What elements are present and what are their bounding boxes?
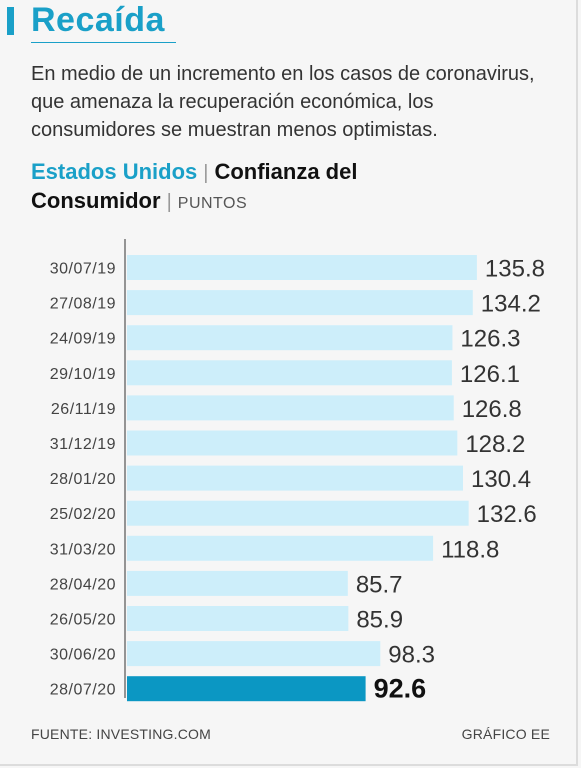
bar bbox=[127, 430, 458, 456]
bar bbox=[127, 360, 452, 386]
dek-text: En medio de un incremento en los casos d… bbox=[31, 63, 535, 141]
bar-chart: 30/07/19 135.8 27/08/19 134.2 24/09/19 126.3 2… bbox=[50, 239, 545, 704]
bar bbox=[127, 606, 349, 631]
value-label: 126.3 bbox=[460, 326, 520, 353]
value-label: 126.8 bbox=[462, 396, 522, 423]
graphic-credit: GRÁFICO EE bbox=[461, 726, 550, 742]
bar bbox=[127, 290, 473, 316]
subtitle-measure-line1: Confianza del bbox=[214, 159, 358, 184]
bar bbox=[127, 570, 348, 596]
value-label: 98.3 bbox=[388, 642, 435, 669]
category-label: 27/08/19 bbox=[50, 296, 116, 313]
value-label: 128.2 bbox=[465, 431, 525, 458]
category-label: 24/09/19 bbox=[50, 331, 116, 348]
subtitle-units: PUNTOS bbox=[177, 195, 248, 212]
bar bbox=[127, 641, 381, 667]
bar bbox=[127, 395, 454, 421]
value-label: 85.9 bbox=[356, 607, 403, 634]
value-label: 92.6 bbox=[374, 674, 427, 704]
category-label: 28/04/20 bbox=[50, 576, 116, 593]
chart-subtitle: Estados Unidos | Confianza del Consumidor |… bbox=[31, 158, 357, 218]
subtitle-measure-line2: Consumidor bbox=[31, 188, 161, 213]
bar bbox=[127, 325, 453, 351]
category-label: 31/03/20 bbox=[50, 541, 116, 558]
title-accent-bar bbox=[7, 7, 14, 35]
subtitle-separator: | bbox=[166, 191, 172, 213]
bar bbox=[127, 676, 366, 702]
value-label: 118.8 bbox=[441, 536, 499, 563]
bar bbox=[127, 535, 434, 561]
value-label: 126.1 bbox=[460, 361, 520, 388]
value-label: 134.2 bbox=[481, 291, 541, 318]
headline-underline bbox=[31, 42, 176, 43]
category-label: 28/01/20 bbox=[50, 471, 116, 488]
category-label: 26/05/20 bbox=[50, 612, 116, 629]
category-label: 28/07/20 bbox=[50, 682, 116, 699]
source-note: FUENTE: INVESTING.COM bbox=[31, 726, 211, 742]
category-label: 26/11/19 bbox=[51, 401, 116, 418]
category-label: 25/02/20 bbox=[50, 506, 116, 523]
category-label: 30/07/19 bbox=[50, 261, 116, 278]
subtitle-country: Estados Unidos bbox=[31, 159, 198, 184]
subtitle-separator: | bbox=[203, 162, 209, 184]
headline: Recaída bbox=[31, 1, 165, 39]
value-label: 85.7 bbox=[356, 571, 403, 598]
category-label: 31/12/19 bbox=[50, 436, 116, 453]
value-label: 130.4 bbox=[471, 466, 531, 493]
category-label: 30/06/20 bbox=[50, 647, 116, 664]
value-label: 135.8 bbox=[485, 256, 545, 283]
bar bbox=[127, 465, 463, 491]
bar bbox=[127, 255, 477, 280]
value-label: 132.6 bbox=[477, 501, 537, 528]
category-label: 29/10/19 bbox=[50, 366, 116, 383]
bar bbox=[127, 500, 469, 526]
